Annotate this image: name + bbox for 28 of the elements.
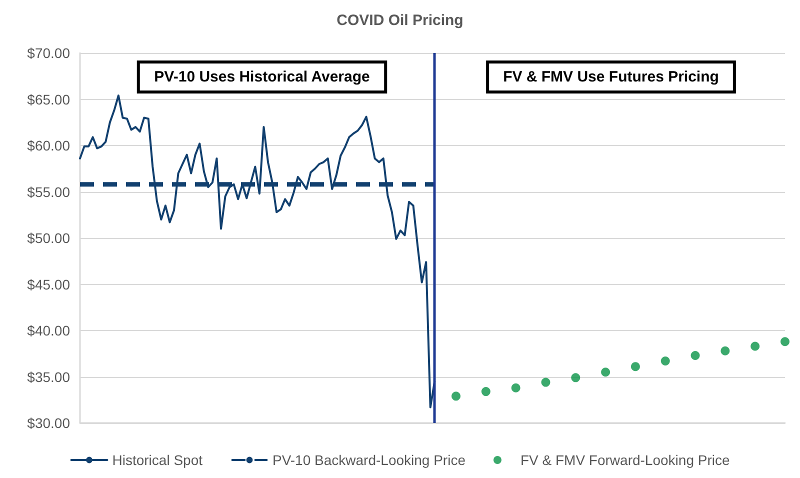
point (720, 346, 730, 356)
line-series (79, 94, 436, 408)
y-tick-label: $40.00 (27, 322, 70, 338)
y-tick-label: $60.00 (27, 138, 70, 154)
y-tick-label: $55.00 (27, 184, 70, 200)
y-tick-label: $45.00 (27, 276, 70, 292)
point (780, 337, 790, 346)
y-tick-label: $35.00 (27, 368, 70, 385)
legend-label: Historical Spot (112, 452, 203, 468)
chart-title: COVID Oil Pricing (336, 12, 464, 29)
y-tick-label: $70.00 (27, 45, 70, 61)
annotation: PV-10 Uses Historical Average (154, 68, 370, 86)
point (481, 387, 490, 396)
annotation: FV & FMV Use Futures Pricing (503, 68, 719, 86)
y-tick-label: $65.00 (27, 91, 70, 108)
point (452, 392, 460, 401)
point (690, 350, 700, 360)
legend-label: FV & FMV Forward-Looking Price (520, 452, 730, 468)
point (660, 356, 670, 366)
point (511, 383, 520, 392)
point (601, 368, 610, 377)
point (571, 373, 580, 382)
y-tick-label: $30.00 (27, 415, 70, 431)
legend-label: PV-10 Backward-Looking Price (272, 452, 466, 468)
point (750, 342, 760, 351)
y-tick-label: $50.00 (27, 230, 70, 246)
point (541, 378, 550, 387)
point (630, 362, 640, 372)
